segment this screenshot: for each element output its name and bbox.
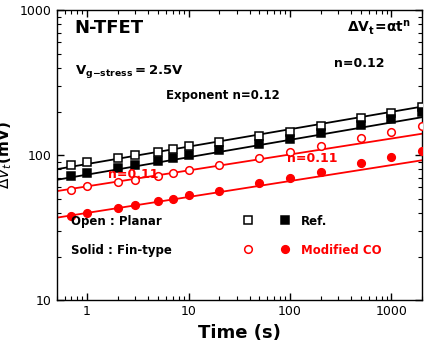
Text: Ref.: Ref. [301, 215, 327, 228]
X-axis label: Time (s): Time (s) [197, 324, 280, 342]
Text: N-TFET: N-TFET [75, 19, 144, 37]
Text: Exponent n=0.12: Exponent n=0.12 [166, 89, 279, 101]
Text: n=0.11: n=0.11 [286, 152, 336, 165]
Text: $\mathbf{\Delta V_t\!=\!\alpha t^n}$: $\mathbf{\Delta V_t\!=\!\alpha t^n}$ [346, 19, 410, 38]
Text: $\mathbf{V_{g\mathregular{-}stress}=2.5V}$: $\mathbf{V_{g\mathregular{-}stress}=2.5V… [75, 62, 183, 79]
Text: n=0.11: n=0.11 [108, 168, 158, 181]
Text: Open : Planar: Open : Planar [71, 215, 161, 228]
Text: Solid : Fin-type: Solid : Fin-type [71, 244, 171, 257]
Y-axis label: $\Delta V_t$(mV): $\Delta V_t$(mV) [0, 121, 14, 189]
Text: n=0.12: n=0.12 [333, 57, 384, 70]
Text: Modified CO: Modified CO [301, 244, 381, 257]
